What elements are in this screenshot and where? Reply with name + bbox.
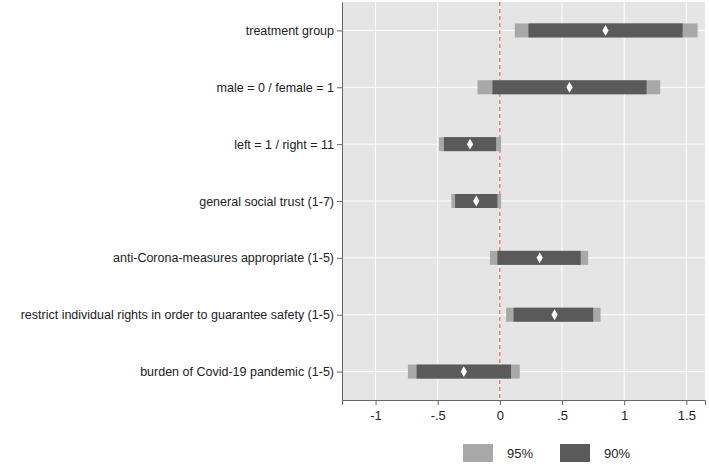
point-estimate (473, 196, 479, 207)
tick: treatment group (246, 24, 342, 38)
tick-label: restrict individual rights in order to g… (21, 308, 334, 322)
tick: 1 (621, 400, 628, 423)
tick-mark (337, 315, 342, 316)
point-estimate (551, 309, 557, 320)
tick-mark (337, 201, 342, 202)
interval-bar (514, 308, 594, 322)
chart: -1 -.5 0 .5 1 1.5 treatment group male = 0 / fe… (0, 0, 709, 469)
tick-label: .5 (557, 408, 568, 423)
point-estimate (602, 25, 608, 36)
interval-bar (478, 80, 661, 94)
interval-bar (451, 194, 501, 208)
tick: left = 1 / right = 11 (234, 138, 342, 152)
tick-label: 1 (621, 408, 628, 423)
interval-bar (444, 137, 496, 151)
tick: -.5 (431, 400, 446, 423)
tick: restrict individual rights in order to g… (21, 308, 342, 322)
tick: burden of Covid-19 pandemic (1-5) (140, 365, 342, 379)
point-estimate (566, 82, 572, 93)
plot: -1 -.5 0 .5 1 1.5 treatment group male = 0 / fe… (21, 2, 706, 423)
interval-bar (515, 23, 698, 37)
tick-label: -1 (370, 408, 382, 423)
legend-label: 90% (604, 446, 630, 461)
tick-mark (500, 400, 501, 405)
interval-bar (528, 23, 682, 37)
tick-label: left = 1 / right = 11 (234, 138, 334, 152)
interval-bar (417, 365, 511, 379)
tick-label: -.5 (431, 408, 446, 423)
interval-bar (408, 365, 520, 379)
axis-line (343, 401, 706, 406)
tick-mark (337, 258, 342, 259)
tick-mark (376, 400, 377, 405)
tick: -1 (370, 400, 382, 423)
tick-mark (562, 400, 563, 405)
interval-bar (492, 80, 646, 94)
grid-line (342, 144, 705, 145)
tick-label: 1.5 (678, 408, 696, 423)
grid-line (342, 201, 705, 202)
legend-entry: 90% (560, 444, 630, 462)
tick: anti-Corona-measures appropriate (1-5) (113, 251, 342, 265)
y-axis: treatment group male = 0 / female = 1 left… (21, 3, 343, 401)
tick-mark (624, 400, 625, 405)
tick: .5 (557, 400, 568, 423)
plot-background (342, 2, 705, 400)
tick-mark (337, 144, 342, 145)
tick: general social trust (1-7) (199, 195, 342, 209)
tick: male = 0 / female = 1 (217, 81, 342, 95)
tick: 1.5 (678, 400, 696, 423)
legend: 95% 90% (463, 444, 630, 462)
interval-bar (497, 251, 580, 265)
legend-swatch (560, 444, 590, 462)
tick-label: anti-Corona-measures appropriate (1-5) (113, 251, 334, 265)
interval-bar (490, 251, 588, 265)
tick-label: male = 0 / female = 1 (217, 81, 334, 95)
tick-label: burden of Covid-19 pandemic (1-5) (140, 365, 334, 379)
tick-label: general social trust (1-7) (199, 195, 334, 209)
point-estimate (537, 252, 543, 263)
interval-bar (455, 194, 497, 208)
grid-line (342, 371, 705, 372)
legend-swatch (463, 444, 493, 462)
tick-label: treatment group (246, 24, 334, 38)
x-axis: -1 -.5 0 .5 1 1.5 (343, 400, 706, 423)
tick-mark (438, 400, 439, 405)
marks (408, 23, 698, 378)
interval-bar (439, 137, 501, 151)
tick-mark (337, 87, 342, 88)
tick: 0 (497, 400, 504, 423)
interval-bar (506, 308, 600, 322)
tick-label: 0 (497, 408, 504, 423)
tick-mark (686, 400, 687, 405)
legend-label: 95% (507, 446, 533, 461)
tick-mark (337, 372, 342, 373)
axis-line (342, 3, 343, 401)
legend-entry: 95% (463, 444, 533, 462)
point-estimate (461, 366, 467, 377)
tick-mark (337, 30, 342, 31)
point-estimate (467, 139, 473, 150)
